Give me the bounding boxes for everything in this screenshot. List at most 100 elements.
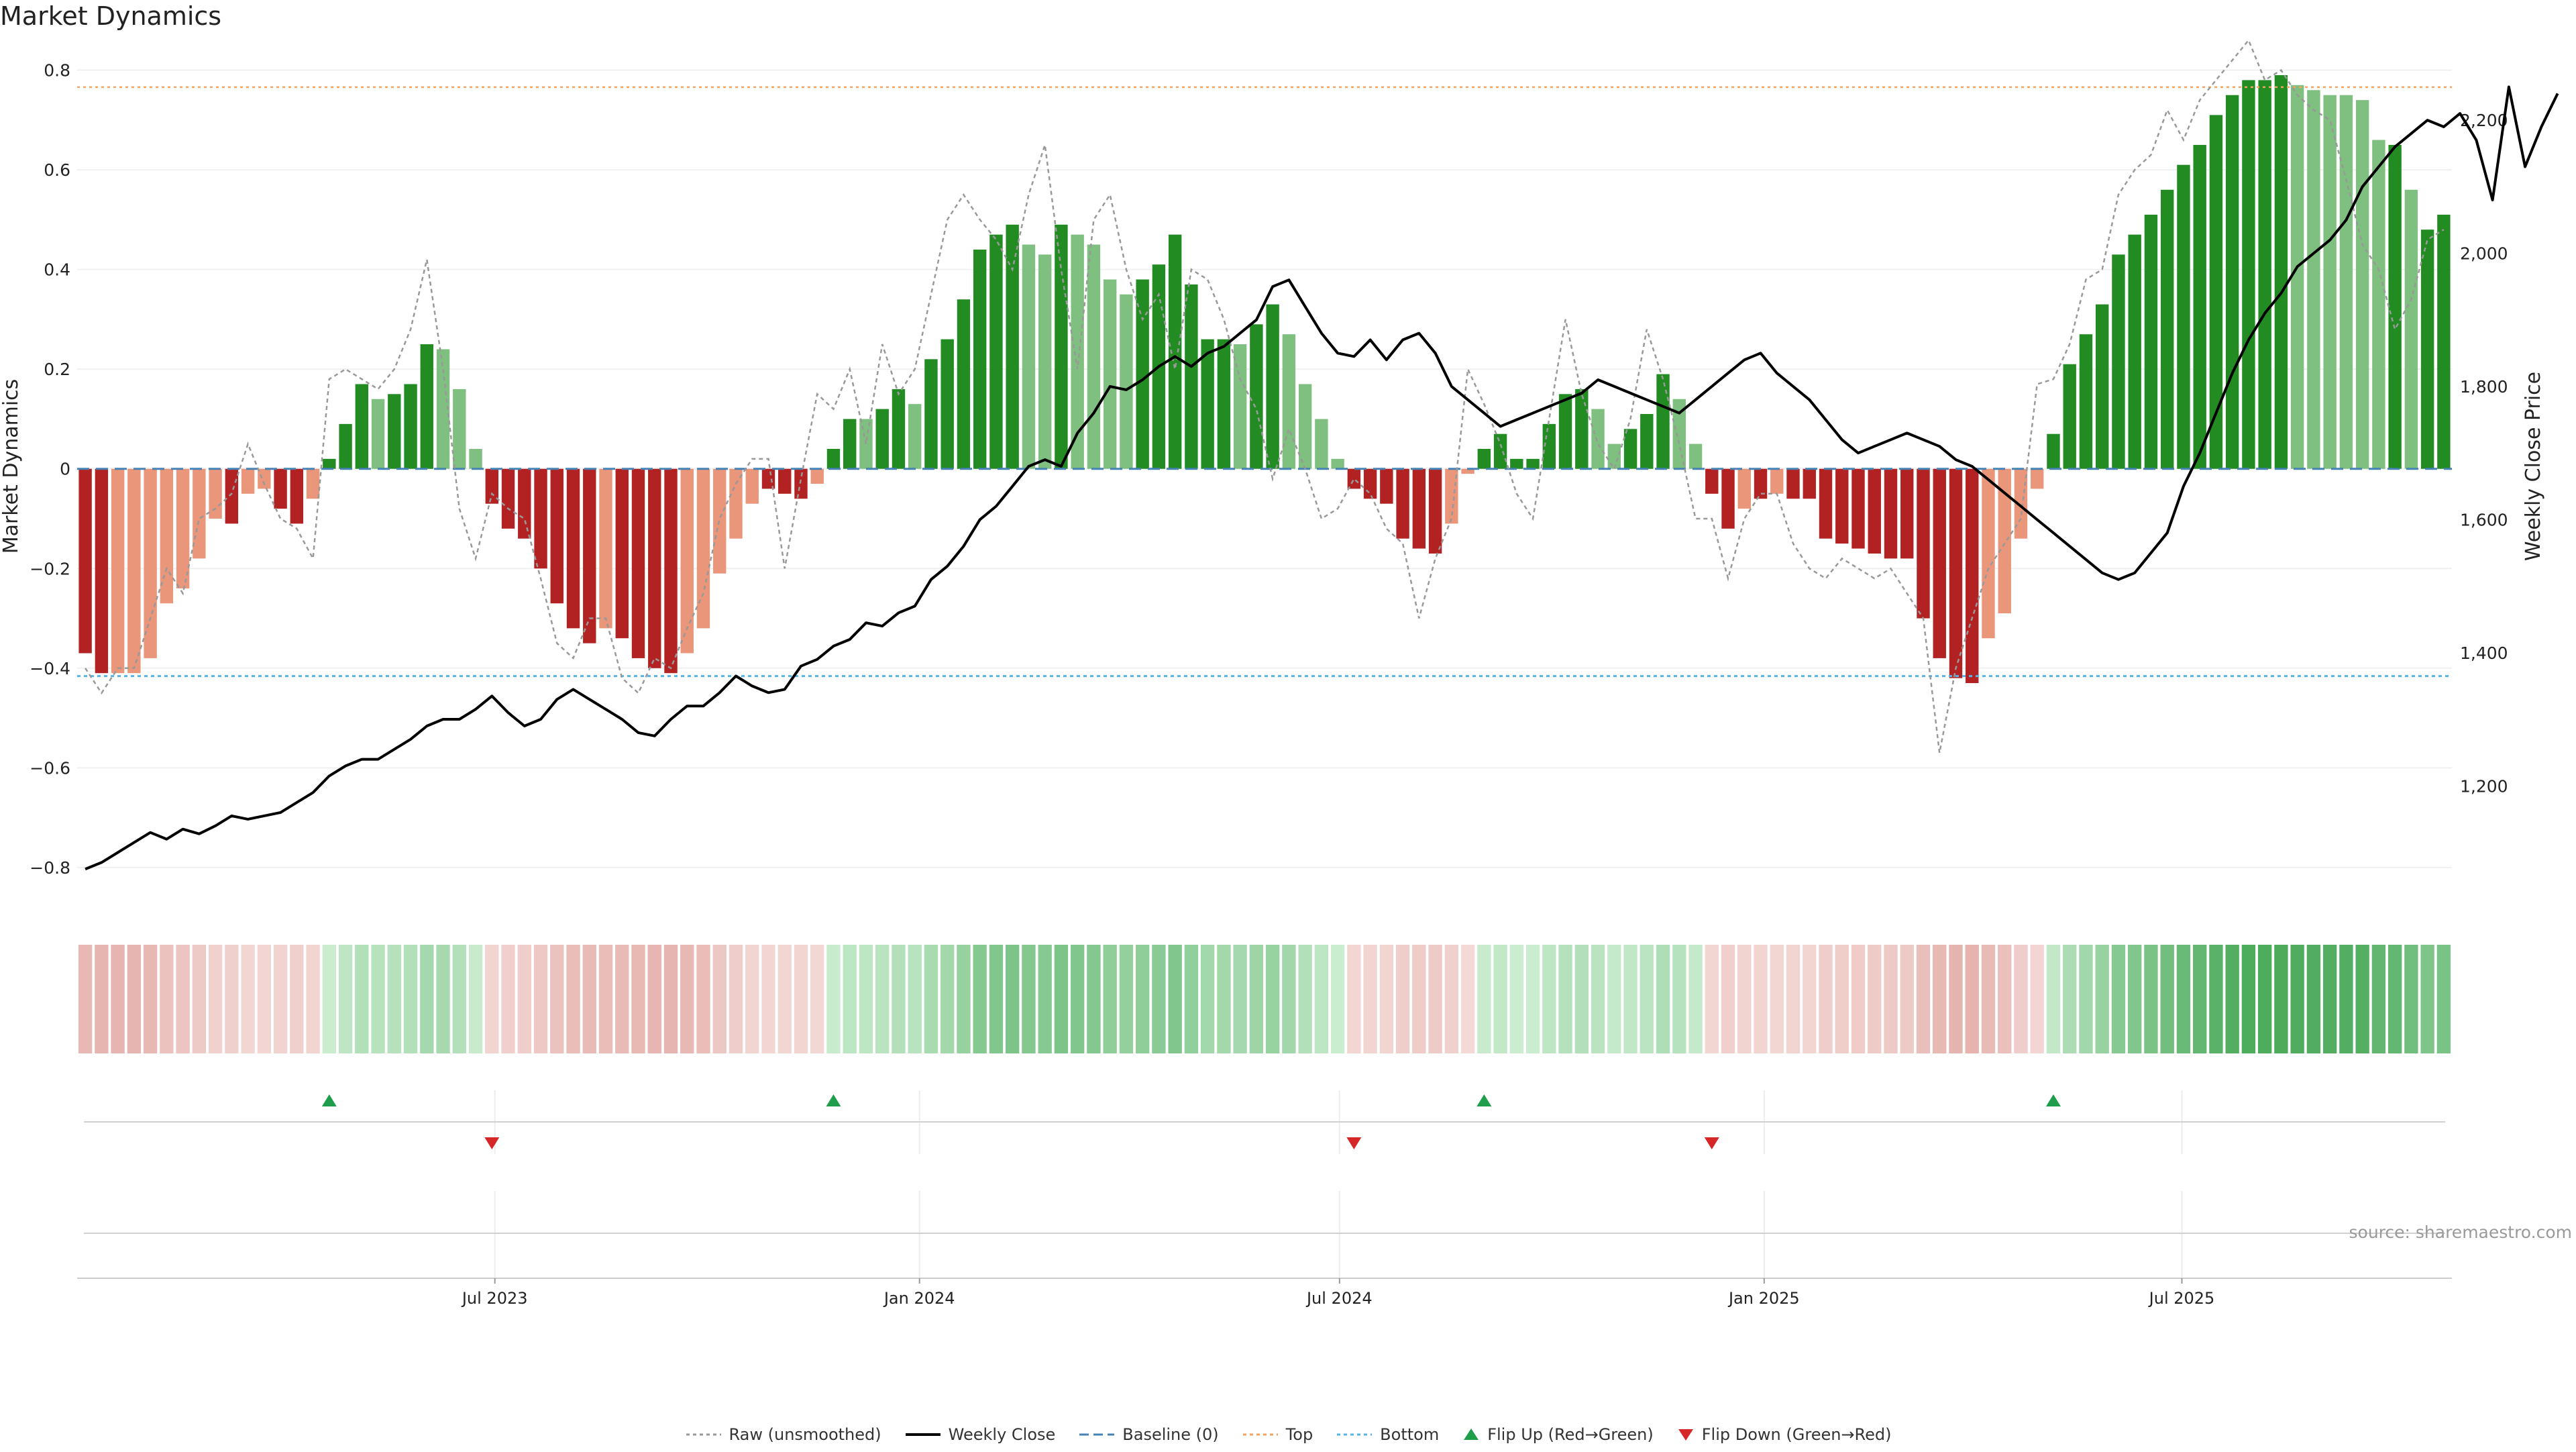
market-bar <box>1542 423 1556 469</box>
heat-cell <box>2192 945 2207 1053</box>
heat-cell <box>973 945 987 1053</box>
market-bar <box>2274 74 2288 469</box>
market-bar <box>2047 433 2060 469</box>
legend-swatch-bottom <box>1336 1427 1373 1443</box>
legend: Raw (unsmoothed) Weekly Close Baseline (0)… <box>0 1425 2576 1444</box>
heat-cell <box>696 945 710 1053</box>
market-bar <box>1412 468 1426 549</box>
heat-cell <box>2079 945 2093 1053</box>
market-bar <box>1266 304 1279 469</box>
market-bar <box>892 388 906 469</box>
market-bar <box>2290 85 2304 469</box>
heat-cell <box>1509 945 1524 1053</box>
heat-cell <box>127 945 142 1053</box>
heat-cell <box>1152 945 1166 1053</box>
heat-cell <box>924 945 938 1053</box>
heat-cell <box>1754 945 1768 1053</box>
heat-cell <box>663 945 678 1053</box>
heat-cell <box>1460 945 1475 1053</box>
y2-tick-label: 2,000 <box>2460 244 2508 264</box>
market-bar <box>2437 214 2451 469</box>
market-bar <box>2079 334 2093 469</box>
market-bar <box>355 384 369 469</box>
y-tick-label: −0.8 <box>30 858 70 878</box>
heat-cell <box>1330 945 1345 1053</box>
heat-cell <box>322 945 337 1053</box>
market-bar <box>631 468 645 658</box>
heat-cell <box>160 945 174 1053</box>
heat-cell <box>436 945 450 1053</box>
y2-tick-label: 1,600 <box>2460 510 2508 529</box>
y2-tick-label: 1,800 <box>2460 377 2508 397</box>
market-bar <box>1900 468 1914 559</box>
market-bar <box>1884 468 1898 559</box>
market-bar <box>1461 468 1474 474</box>
market-bar <box>1721 468 1735 529</box>
heat-cell <box>680 945 694 1053</box>
legend-item-raw: Raw (unsmoothed) <box>685 1425 881 1444</box>
market-bar <box>518 468 531 539</box>
y-tick-label: −0.4 <box>30 659 70 678</box>
market-bar <box>1640 414 1654 469</box>
market-bar <box>1428 468 1442 554</box>
heat-cell <box>501 945 515 1053</box>
market-bar <box>583 468 596 643</box>
market-bar <box>2372 140 2385 469</box>
heat-cell <box>273 945 288 1053</box>
market-bar <box>761 468 775 489</box>
market-bar <box>1868 468 1881 554</box>
heat-cell <box>1477 945 1491 1053</box>
market-bar <box>648 468 661 668</box>
heat-cell <box>1656 945 1670 1053</box>
market-bar <box>95 468 109 674</box>
legend-swatch-baseline <box>1078 1427 1116 1443</box>
market-bar <box>534 468 547 569</box>
heat-cell <box>468 945 483 1053</box>
heat-cell <box>517 945 531 1053</box>
heat-cell <box>2241 945 2256 1053</box>
legend-label: Bottom <box>1380 1425 1440 1444</box>
market-bar <box>1998 468 2011 614</box>
market-bar <box>1087 244 1101 469</box>
heat-cell <box>1591 945 1605 1053</box>
market-bar <box>1656 374 1670 469</box>
market-bar <box>1851 468 1865 549</box>
heat-cell <box>2404 945 2418 1053</box>
heat-cell <box>1623 945 1638 1053</box>
heat-cell <box>2014 945 2028 1053</box>
market-bar <box>1120 294 1133 469</box>
market-bar <box>1168 234 1182 469</box>
market-bar <box>127 468 141 674</box>
heat-cell <box>1981 945 1996 1053</box>
heat-cell <box>875 945 890 1053</box>
market-bar <box>1233 344 1247 469</box>
market-bar <box>290 468 304 524</box>
heat-cell <box>1949 945 1963 1053</box>
market-bar <box>843 419 857 469</box>
market-bar <box>1672 399 1686 469</box>
market-bar <box>2031 468 2044 489</box>
market-bar <box>1071 234 1084 469</box>
heat-cell <box>1347 945 1361 1053</box>
heat-cell <box>2030 945 2044 1053</box>
market-bar <box>1591 409 1605 469</box>
legend-label: Weekly Close <box>948 1425 1056 1444</box>
heat-cell <box>1233 945 1247 1053</box>
market-bar <box>2242 80 2255 469</box>
market-bar <box>566 468 580 629</box>
heat-cell <box>2387 945 2402 1053</box>
heat-cell <box>1998 945 2012 1053</box>
heat-cell <box>2225 945 2239 1053</box>
heat-cell <box>1770 945 1784 1053</box>
heat-cell <box>2274 945 2288 1053</box>
legend-swatch-top <box>1242 1427 1279 1443</box>
y2-tick-label: 1,200 <box>2460 776 2508 796</box>
heat-cell <box>1314 945 1329 1053</box>
market-bar <box>1510 458 1523 469</box>
market-bar <box>176 468 190 588</box>
heat-cell <box>2420 945 2434 1053</box>
heat-cell <box>859 945 873 1053</box>
flip-down-marker <box>484 1137 500 1149</box>
heat-cell <box>1298 945 1312 1053</box>
heat-cell <box>1868 945 1882 1053</box>
